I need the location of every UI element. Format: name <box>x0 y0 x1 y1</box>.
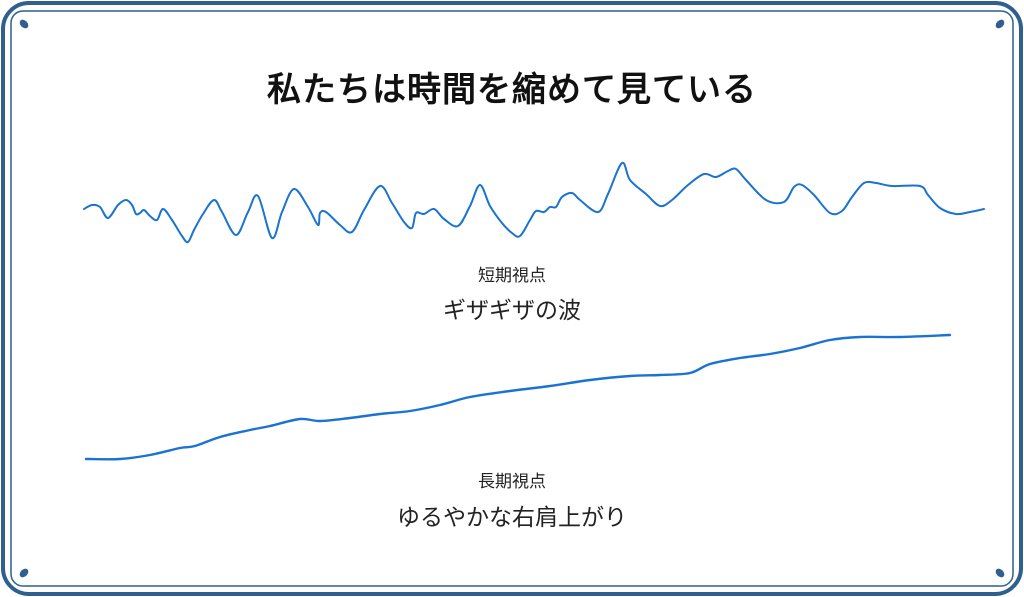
corner-leaf-icons <box>19 19 1005 578</box>
short-term-wave-line <box>83 161 985 244</box>
inner-frame <box>10 10 1014 587</box>
long-term-label: 長期視点 <box>478 472 546 492</box>
long-term-trend-line <box>84 333 952 461</box>
leaf-icon-tl <box>19 19 29 29</box>
short-term-caption: ギザギザの波 <box>443 298 581 324</box>
long-term-caption: ゆるやかな右肩上がり <box>397 505 627 531</box>
short-term-label: 短期視点 <box>478 266 546 286</box>
leaf-icon-br <box>995 568 1005 578</box>
page-title: 私たちは時間を縮めて見ている <box>267 70 757 110</box>
leaf-icon-tr <box>995 19 1005 29</box>
leaf-icon-bl <box>19 568 29 578</box>
